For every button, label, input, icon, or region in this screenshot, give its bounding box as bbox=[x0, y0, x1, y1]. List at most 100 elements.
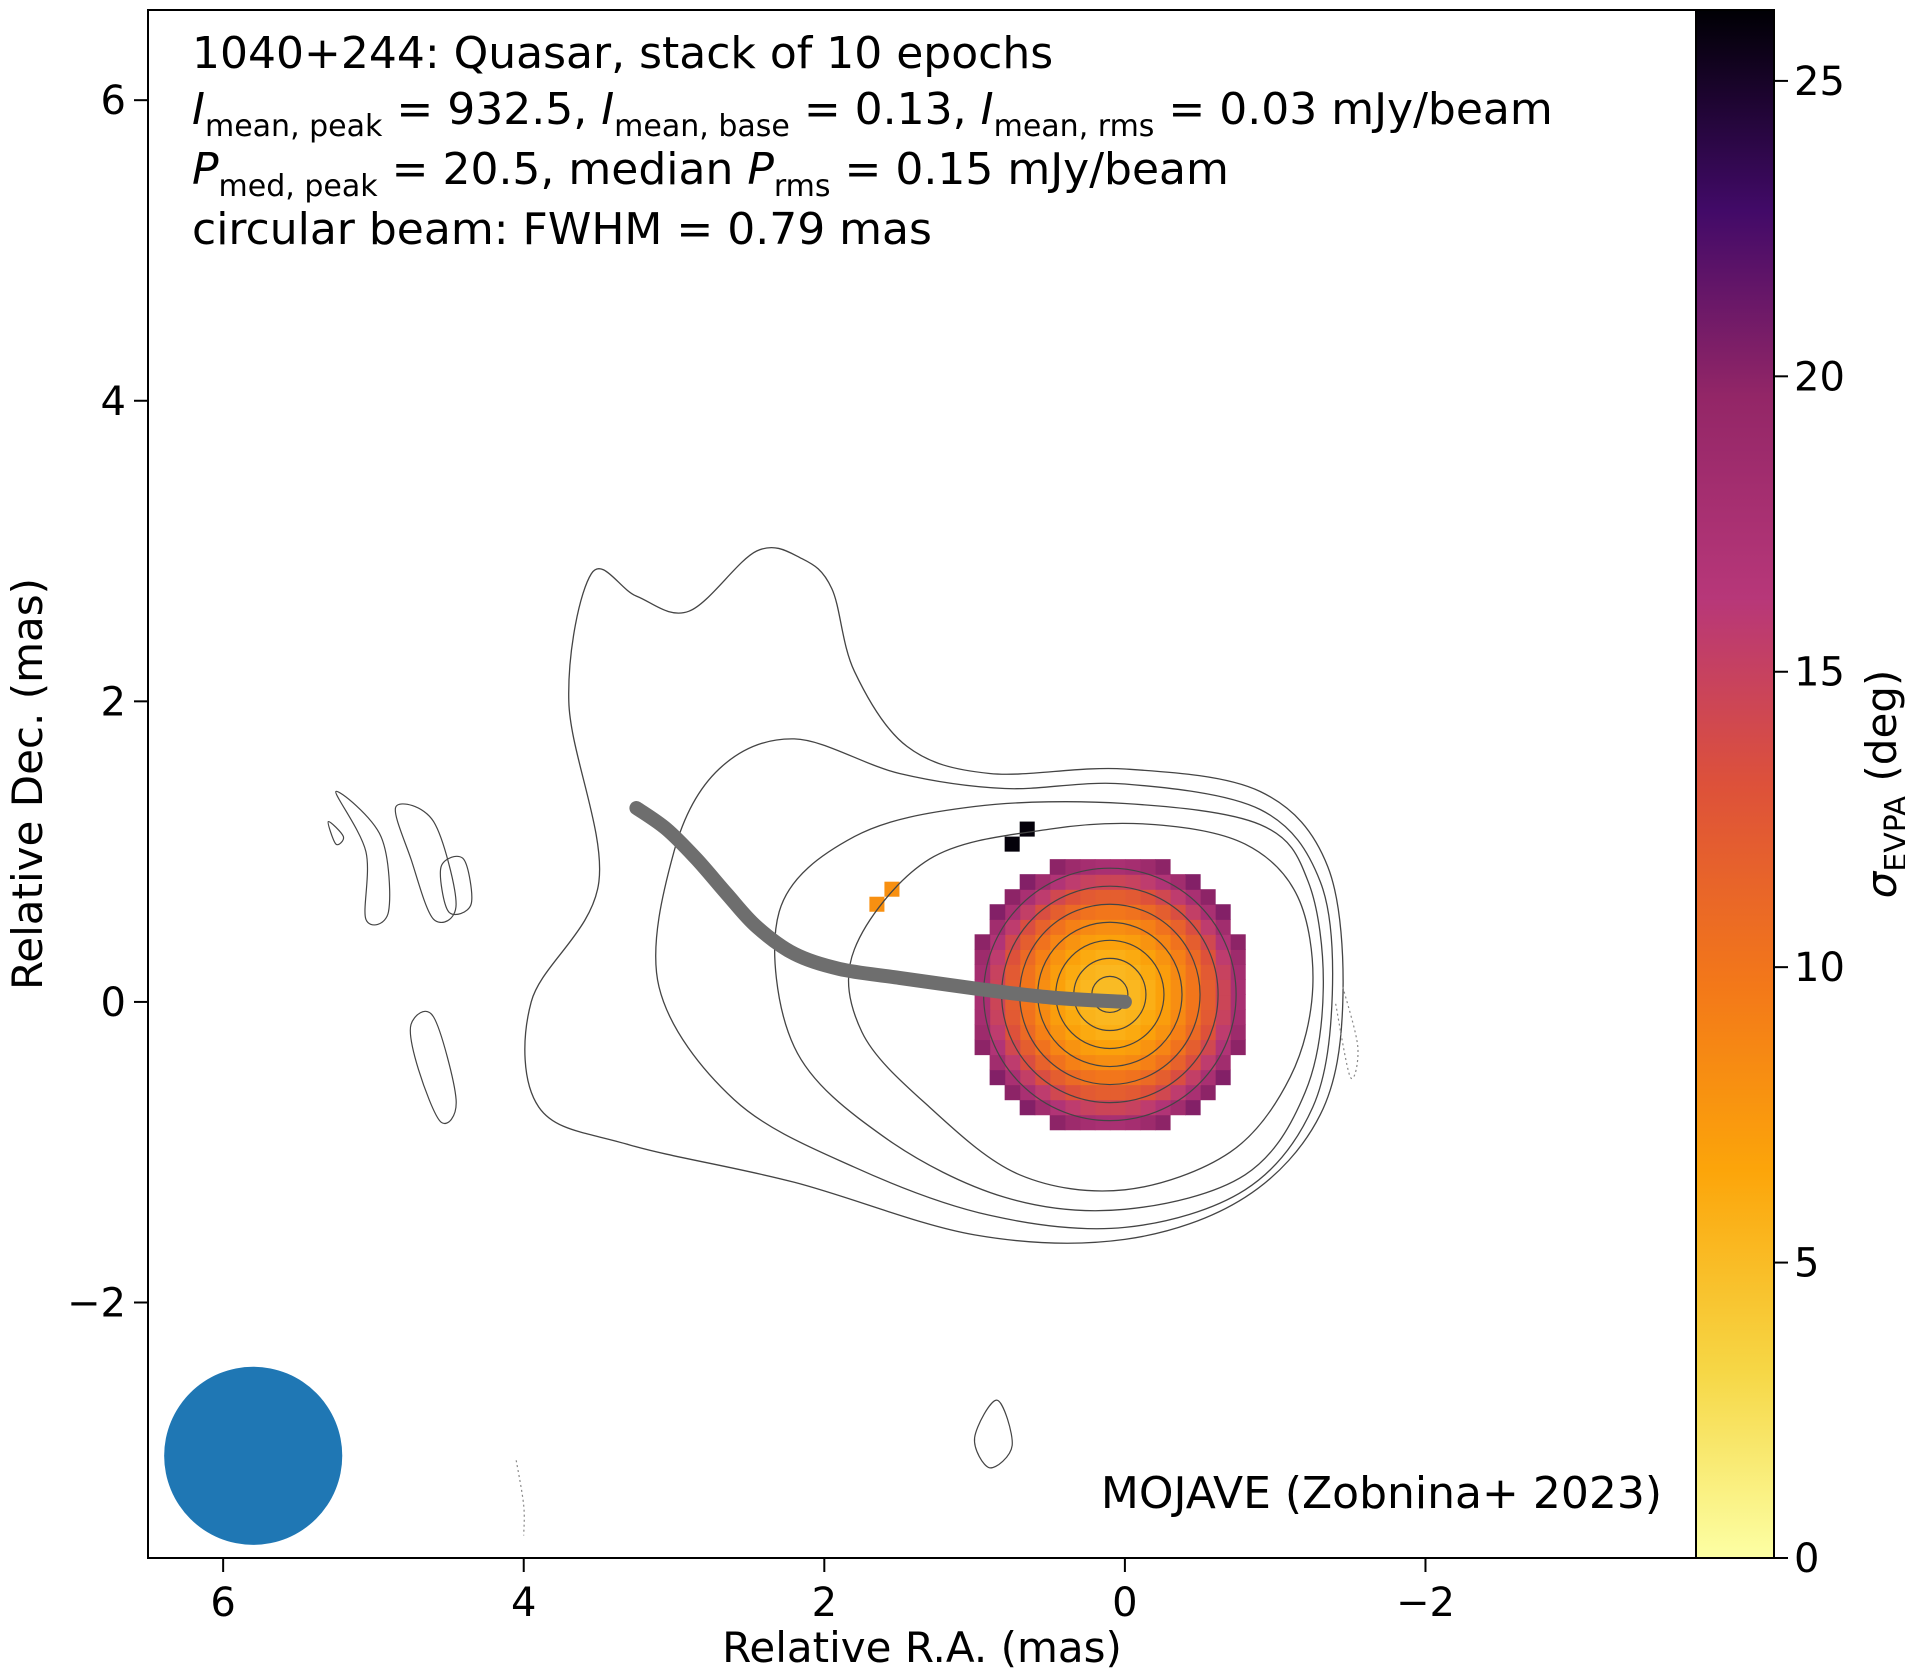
evpa-pixel bbox=[1230, 964, 1246, 980]
evpa-pixel bbox=[1049, 1024, 1066, 1041]
contour-island bbox=[439, 855, 473, 916]
evpa-pixel bbox=[1185, 934, 1201, 950]
evpa-pixel bbox=[1200, 994, 1216, 1011]
evpa-pixel bbox=[1109, 1069, 1126, 1086]
evpa-pixel bbox=[1169, 994, 1186, 1011]
evpa-pixel bbox=[1034, 1054, 1051, 1071]
evpa-pixel bbox=[1079, 874, 1096, 890]
evpa-pixel bbox=[1049, 1039, 1066, 1056]
evpa-pixel bbox=[1215, 904, 1231, 920]
evpa-pixel bbox=[1079, 1084, 1096, 1101]
evpa-pixel bbox=[1185, 919, 1201, 935]
evpa-pixel bbox=[1034, 949, 1051, 965]
contour-envelope bbox=[524, 546, 1344, 1244]
evpa-pixel bbox=[1004, 949, 1021, 965]
evpa-pixel bbox=[1109, 964, 1126, 980]
evpa-pixel bbox=[1094, 1009, 1111, 1026]
evpa-pixel bbox=[1200, 889, 1216, 905]
evpa-pixel bbox=[1064, 1039, 1081, 1056]
colorbar-tick-label: 15 bbox=[1794, 650, 1845, 696]
evpa-pixel bbox=[1139, 934, 1156, 950]
info-text-part: = 20.5, median bbox=[378, 144, 748, 195]
evpa-pixel bbox=[1094, 934, 1111, 950]
evpa-pixel bbox=[989, 964, 1006, 980]
evpa-pixel bbox=[1124, 1114, 1141, 1131]
evpa-pixel bbox=[1139, 874, 1156, 890]
evpa-pixel bbox=[1034, 1039, 1051, 1056]
evpa-pixel bbox=[1154, 949, 1171, 965]
evpa-pixel bbox=[1094, 1069, 1111, 1086]
colorbar-label: σEVPA (deg) bbox=[1857, 670, 1905, 899]
evpa-pixel bbox=[1169, 1039, 1186, 1056]
evpa-pixel bbox=[1230, 1039, 1246, 1056]
colorbar bbox=[1695, 9, 1775, 1559]
contour-envelope bbox=[774, 801, 1324, 1212]
info-text-part: = 0.03 mJy/beam bbox=[1154, 84, 1552, 135]
evpa-pixel bbox=[1139, 1054, 1156, 1071]
evpa-pixel bbox=[1079, 949, 1096, 965]
evpa-pixel bbox=[974, 1039, 991, 1056]
evpa-pixel bbox=[1094, 1024, 1111, 1041]
evpa-pixel bbox=[1200, 1084, 1216, 1101]
evpa-pixel bbox=[1139, 1069, 1156, 1086]
evpa-pixel bbox=[1215, 964, 1231, 980]
evpa-pixel bbox=[1094, 1039, 1111, 1056]
colorbar-tick-label: 0 bbox=[1794, 1536, 1819, 1582]
evpa-pixel bbox=[1185, 1009, 1201, 1026]
evpa-pixel bbox=[1124, 979, 1141, 996]
y-tick-label: −2 bbox=[67, 1281, 126, 1327]
evpa-pixel bbox=[1109, 889, 1126, 905]
evpa-pixel bbox=[1004, 1054, 1021, 1071]
evpa-pixel bbox=[1200, 979, 1216, 996]
evpa-pixel bbox=[1064, 859, 1081, 875]
credit-label: MOJAVE (Zobnina+ 2023) bbox=[1101, 1468, 1662, 1519]
evpa-pixel bbox=[1154, 919, 1171, 935]
y-tick-label: 0 bbox=[101, 980, 126, 1026]
evpa-pixel bbox=[1185, 1024, 1201, 1041]
evpa-pixel bbox=[1154, 1114, 1171, 1131]
evpa-pixel bbox=[1064, 874, 1081, 890]
evpa-pixel bbox=[1049, 934, 1066, 950]
evpa-pixel bbox=[1079, 1099, 1096, 1116]
evpa-pixel bbox=[1154, 1084, 1171, 1101]
info-text-part: med, peak bbox=[219, 169, 379, 204]
evpa-pixel bbox=[1109, 1054, 1126, 1071]
evpa-pixel bbox=[1154, 1099, 1171, 1116]
info-line: 1040+244: Quasar, stack of 10 epochs bbox=[192, 28, 1053, 79]
evpa-pixel bbox=[974, 1024, 991, 1041]
colorbar-tick-label: 20 bbox=[1794, 354, 1845, 400]
evpa-pixel bbox=[1230, 934, 1246, 950]
evpa-pixel bbox=[1215, 1054, 1231, 1071]
evpa-pixel bbox=[1094, 919, 1111, 935]
evpa-pixel bbox=[1064, 934, 1081, 950]
evpa-pixel bbox=[1094, 889, 1111, 905]
evpa-pixel bbox=[1139, 949, 1156, 965]
evpa-pixel bbox=[1185, 889, 1201, 905]
evpa-pixel bbox=[1169, 1054, 1186, 1071]
evpa-pixel bbox=[1124, 949, 1141, 965]
contour-island bbox=[409, 1010, 457, 1124]
y-tick-label: 6 bbox=[101, 78, 126, 124]
evpa-pixel bbox=[1064, 919, 1081, 935]
evpa-pixel bbox=[1109, 934, 1126, 950]
evpa-pixel bbox=[1079, 919, 1096, 935]
info-line: Pmed, peak = 20.5, median Prms = 0.15 mJ… bbox=[192, 144, 1229, 204]
evpa-pixel bbox=[1019, 874, 1036, 890]
evpa-pixel bbox=[1124, 1069, 1141, 1086]
x-tick-label: −2 bbox=[1396, 1580, 1455, 1626]
colorbar-tick-label: 5 bbox=[1794, 1241, 1819, 1287]
negative-contour bbox=[1334, 986, 1359, 1080]
evpa-pixel bbox=[1200, 1039, 1216, 1056]
evpa-pixel bbox=[974, 934, 991, 950]
evpa-pixel bbox=[1169, 934, 1186, 950]
evpa-pixel bbox=[1049, 1054, 1066, 1071]
evpa-pixel bbox=[1200, 904, 1216, 920]
evpa-pixel bbox=[989, 949, 1006, 965]
evpa-pixel bbox=[1094, 859, 1111, 875]
evpa-pixel bbox=[1185, 904, 1201, 920]
evpa-pixel bbox=[1004, 964, 1021, 980]
evpa-pixel bbox=[1049, 1099, 1066, 1116]
info-text-part: 1040+244: Quasar, stack of 10 epochs bbox=[192, 28, 1053, 79]
y-tick-label: 2 bbox=[101, 679, 126, 725]
